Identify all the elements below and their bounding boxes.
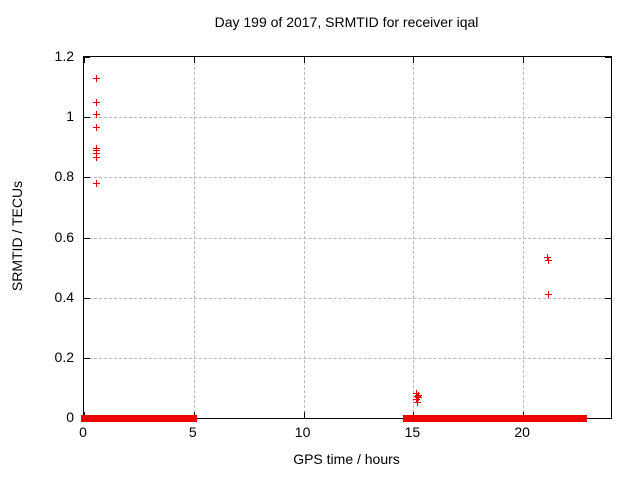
data-point-marker (93, 179, 101, 187)
plot-area (81, 56, 612, 422)
zero-line-band (555, 415, 587, 422)
y-tick-mark-right (605, 418, 611, 419)
zero-line-band (402, 415, 416, 422)
gridline-horizontal (84, 237, 611, 239)
data-point-marker (93, 124, 101, 132)
y-tick-label: 1 (66, 108, 74, 125)
x-tick-label: 5 (188, 424, 197, 440)
data-point-marker (414, 399, 422, 407)
data-point-marker (92, 145, 100, 153)
x-tick-mark-top (413, 57, 415, 63)
gridline-horizontal (84, 357, 611, 359)
gridline-horizontal (84, 117, 611, 119)
y-tick-mark (84, 237, 90, 239)
data-point-marker (413, 393, 421, 401)
y-tick-label: 1.2 (54, 48, 74, 64)
data-point-marker (93, 74, 101, 82)
x-tick-mark (303, 412, 305, 418)
y-tick-mark-right (605, 117, 611, 119)
x-tick-label: 10 (294, 424, 311, 440)
data-point-marker (93, 154, 101, 162)
y-tick-mark-right (605, 177, 611, 179)
y-tick-label: 0.2 (54, 348, 74, 365)
y-tick-mark (84, 357, 90, 359)
x-axis-label: GPS time / hours (293, 451, 400, 467)
x-tick-mark-top (193, 57, 195, 63)
y-tick-mark (84, 177, 90, 179)
x-tick-mark-top (523, 57, 525, 63)
data-point-marker (414, 391, 422, 399)
data-point-marker (415, 394, 423, 402)
x-tick-label: 0 (79, 424, 87, 440)
data-point-marker (92, 149, 100, 157)
zero-line-band (411, 415, 557, 422)
x-tick-label: 20 (514, 424, 530, 440)
data-point-marker (543, 253, 551, 261)
y-tick-mark (84, 297, 90, 299)
data-point-marker (545, 256, 553, 264)
y-tick-mark-right (605, 237, 611, 239)
chart-title: Day 199 of 2017, SRMTID for receiver iqa… (214, 14, 479, 30)
data-point-marker (413, 390, 421, 398)
y-tick-label: 0.6 (54, 228, 74, 245)
y-tick-mark-right (605, 357, 611, 359)
gridline-horizontal (84, 297, 611, 299)
x-tick-mark-top (303, 57, 305, 63)
data-point-marker (93, 110, 101, 118)
y-tick-label: 0.8 (54, 168, 74, 185)
x-tick-label: 15 (404, 424, 421, 440)
zero-line-band (81, 415, 197, 422)
y-tick-label: 0 (66, 409, 74, 425)
data-point-marker (545, 291, 553, 299)
y-tick-mark (84, 117, 90, 119)
data-point-marker (413, 396, 421, 404)
y-tick-mark-right (605, 297, 611, 299)
y-tick-mark-right (605, 57, 611, 58)
y-tick-mark (84, 57, 90, 58)
data-point-marker (93, 98, 101, 106)
gridline-horizontal (84, 177, 611, 179)
y-tick-label: 0.4 (54, 288, 74, 305)
x-tick-mark-top (84, 57, 85, 63)
